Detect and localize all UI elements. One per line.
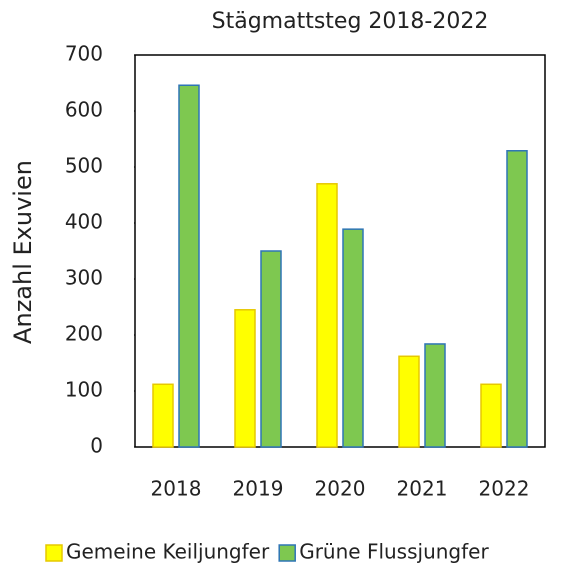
bar — [234, 309, 256, 448]
y-tick-label: 0 — [90, 434, 103, 458]
y-tick-label: 300 — [65, 266, 103, 290]
bar — [316, 183, 338, 448]
y-axis-label: Anzahl Exuvien — [9, 160, 37, 344]
bar — [480, 383, 502, 448]
legend-swatch — [45, 544, 63, 562]
bar — [178, 84, 200, 448]
bar — [342, 228, 364, 448]
bar — [260, 250, 282, 448]
y-tick-label: 200 — [65, 322, 103, 346]
x-tick-label: 2019 — [233, 477, 284, 501]
y-tick-label: 500 — [65, 154, 103, 178]
legend-label: Gemeine Keiljungfer — [66, 540, 270, 564]
y-tick-label: 400 — [65, 210, 103, 234]
plot-frame — [134, 54, 546, 448]
bar — [424, 343, 446, 448]
legend-swatch — [278, 544, 296, 562]
x-tick-label: 2021 — [397, 477, 448, 501]
y-tick-label: 600 — [65, 98, 103, 122]
bar — [506, 150, 528, 448]
chart-title: Stägmattsteg 2018-2022 — [212, 9, 489, 34]
x-tick-label: 2020 — [315, 477, 366, 501]
y-tick-label: 700 — [65, 42, 103, 66]
bar — [398, 355, 420, 448]
legend-label: Grüne Flussjungfer — [299, 540, 489, 564]
x-tick-label: 2018 — [151, 477, 202, 501]
bar — [152, 383, 174, 448]
y-tick-label: 100 — [65, 378, 103, 402]
x-tick-label: 2022 — [479, 477, 530, 501]
